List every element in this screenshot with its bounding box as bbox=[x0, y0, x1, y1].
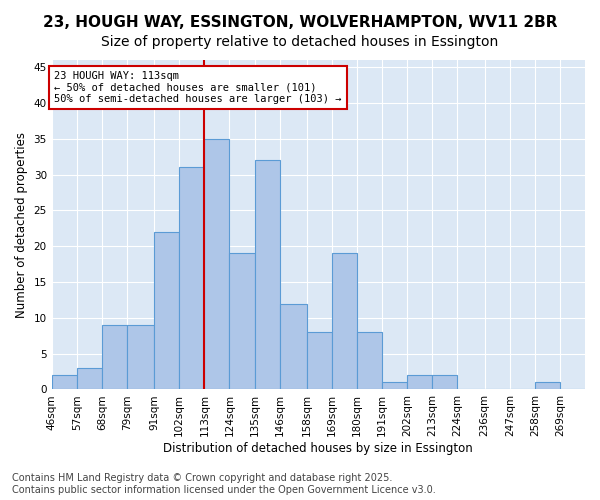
Text: Size of property relative to detached houses in Essington: Size of property relative to detached ho… bbox=[101, 35, 499, 49]
Bar bbox=[229, 254, 254, 390]
Bar bbox=[382, 382, 407, 390]
Bar bbox=[407, 375, 432, 390]
Bar bbox=[535, 382, 560, 390]
Text: 23 HOUGH WAY: 113sqm
← 50% of detached houses are smaller (101)
50% of semi-deta: 23 HOUGH WAY: 113sqm ← 50% of detached h… bbox=[54, 70, 341, 104]
Bar bbox=[102, 325, 127, 390]
X-axis label: Distribution of detached houses by size in Essington: Distribution of detached houses by size … bbox=[163, 442, 473, 455]
Text: 23, HOUGH WAY, ESSINGTON, WOLVERHAMPTON, WV11 2BR: 23, HOUGH WAY, ESSINGTON, WOLVERHAMPTON,… bbox=[43, 15, 557, 30]
Bar bbox=[280, 304, 307, 390]
Bar bbox=[205, 139, 229, 390]
Bar bbox=[307, 332, 332, 390]
Bar bbox=[52, 375, 77, 390]
Bar bbox=[154, 232, 179, 390]
Bar bbox=[127, 325, 154, 390]
Bar bbox=[179, 168, 205, 390]
Y-axis label: Number of detached properties: Number of detached properties bbox=[15, 132, 28, 318]
Bar bbox=[254, 160, 280, 390]
Bar bbox=[432, 375, 457, 390]
Bar bbox=[332, 254, 357, 390]
Bar bbox=[357, 332, 382, 390]
Text: Contains HM Land Registry data © Crown copyright and database right 2025.
Contai: Contains HM Land Registry data © Crown c… bbox=[12, 474, 436, 495]
Bar bbox=[77, 368, 102, 390]
